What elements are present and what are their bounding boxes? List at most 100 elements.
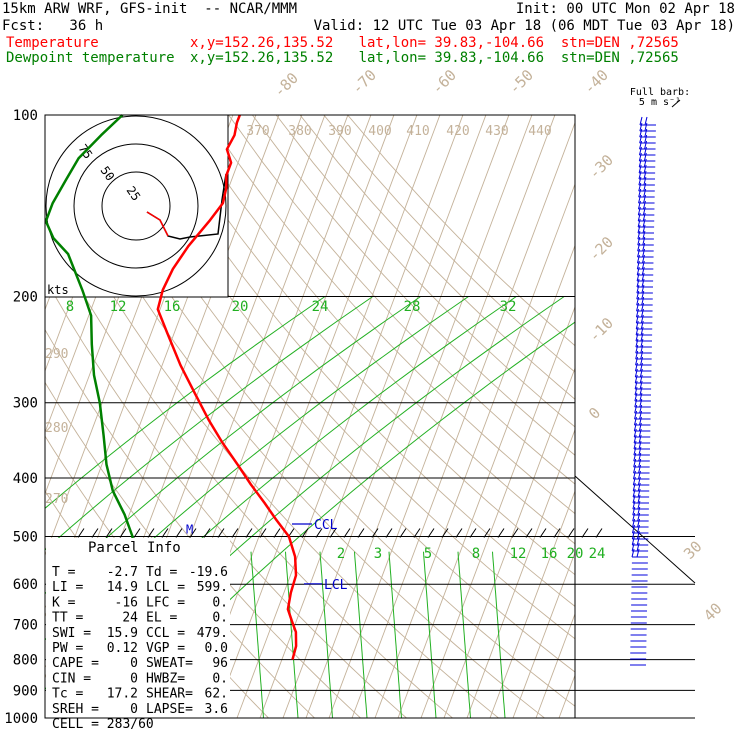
parcel-row-label: SWI = bbox=[52, 626, 91, 641]
wind-barb-feather bbox=[643, 164, 647, 174]
parcel-row-value: 479. bbox=[197, 626, 228, 641]
diagram-frame bbox=[44, 114, 576, 719]
mixing-ratio-label: 5 bbox=[424, 546, 432, 562]
wind-barb-feather bbox=[643, 176, 647, 186]
forecast-hour: Fcst: 36 h bbox=[2, 18, 104, 34]
wind-barb-feather bbox=[644, 116, 648, 126]
isotherm-line bbox=[489, 489, 575, 718]
parcel-row-label: Tc = bbox=[52, 687, 83, 702]
wind-barb-feather bbox=[639, 410, 643, 420]
wind-barb-feather bbox=[637, 230, 641, 240]
wind-barb-feather bbox=[633, 428, 637, 438]
wind-barb-feather bbox=[639, 134, 643, 144]
wind-barb-feather bbox=[639, 362, 643, 372]
dry-adiabat-line bbox=[180, 115, 575, 545]
wind-barb-feather bbox=[637, 512, 641, 522]
isotherm-right-label: 40 bbox=[700, 599, 726, 625]
mixing-ratio-label: 2 bbox=[337, 546, 345, 562]
mixing-ratio-label: 12 bbox=[510, 546, 527, 562]
wind-barb-feather bbox=[641, 296, 645, 306]
hatch-mark bbox=[525, 528, 533, 538]
hodograph-ring bbox=[73, 143, 199, 269]
wind-barb-feather bbox=[638, 194, 642, 204]
pressure-tick-label: 700 bbox=[13, 618, 38, 634]
wind-barb-feather bbox=[637, 488, 641, 498]
wind-barb-feather bbox=[636, 284, 640, 294]
wind-barb-feather bbox=[644, 122, 648, 132]
dry-adiabat-line bbox=[156, 115, 575, 576]
wind-barb-feather bbox=[633, 464, 637, 474]
hatch-mark bbox=[217, 528, 225, 538]
parcel-row-label: CAPE = bbox=[52, 656, 99, 671]
theta-left-label: 280 bbox=[45, 421, 68, 436]
parcel-info-panel: Parcel Info T = -2.7 Td = -19.6 LI = 14.9 LCL =… bbox=[46, 538, 230, 732]
wind-barbs: Full barb:5 m s⁻¹ bbox=[630, 87, 690, 666]
wind-barb-feather bbox=[632, 488, 636, 498]
temperature-location: x,y=152.26,135.52 lat,lon= 39.83,-104.66… bbox=[190, 35, 679, 51]
mixing-ratio-line bbox=[423, 551, 437, 718]
wind-barb-feather bbox=[638, 428, 642, 438]
dry-adiabat-line bbox=[45, 277, 408, 718]
wind-barb-feather bbox=[639, 404, 643, 414]
valid-time: Valid: 12 UTC Tue 03 Apr 18 (06 MDT Tue … bbox=[313, 18, 735, 34]
wind-barb-feather bbox=[638, 152, 642, 162]
isotherm-line bbox=[328, 115, 556, 718]
hatch-mark bbox=[119, 528, 127, 538]
m-marker-label: M bbox=[186, 522, 193, 536]
wind-barb-feather bbox=[631, 536, 635, 546]
wind-barb-feather bbox=[638, 458, 642, 468]
wind-barb-feather bbox=[632, 500, 636, 510]
theta-top-label: 370 bbox=[246, 124, 269, 139]
wind-barb-feather bbox=[635, 356, 639, 366]
pressure-tick-label: 100 bbox=[13, 108, 38, 124]
wind-barb-feather bbox=[633, 446, 637, 456]
wind-barb-feather bbox=[640, 308, 644, 318]
wind-barb-feather bbox=[636, 290, 640, 300]
dry-adiabat-line bbox=[323, 115, 575, 373]
isotherm-right-label: -10 bbox=[585, 314, 617, 346]
hodograph-ring bbox=[45, 115, 227, 297]
wind-barb-feather bbox=[633, 458, 637, 468]
parcel-row-value: -16 bbox=[115, 595, 138, 610]
wind-barb-feather bbox=[637, 236, 641, 246]
pressure-tick-label: 900 bbox=[13, 683, 38, 699]
theta-top-label: 410 bbox=[406, 124, 429, 139]
dry-adiabat-line bbox=[109, 115, 575, 640]
mixing-ratio-label: 24 bbox=[589, 546, 606, 562]
wind-barb-feather bbox=[637, 506, 641, 516]
isotherm-line bbox=[397, 244, 575, 718]
parcel-row-value: -19.6 bbox=[189, 565, 228, 580]
wind-barb-feather bbox=[638, 164, 642, 174]
wind-barb-feather bbox=[642, 224, 646, 234]
wind-barb-feather bbox=[633, 416, 637, 426]
pressure-tick-label: 400 bbox=[13, 471, 38, 487]
dewpoint-location: x,y=152.26,135.52 lat,lon= 39.83,-104.66… bbox=[190, 50, 679, 66]
parcel-row-label: VGP = bbox=[146, 641, 185, 656]
isotherm-line bbox=[558, 674, 575, 718]
hatch-mark bbox=[581, 528, 589, 538]
pressure-tick-label: 800 bbox=[13, 653, 38, 669]
wind-barb-feather bbox=[638, 422, 642, 432]
parcel-row-label: LCL = bbox=[146, 580, 185, 595]
dry-adiabat-line bbox=[133, 115, 575, 607]
theta-left-label: 290 bbox=[45, 347, 68, 362]
wind-barb-feather bbox=[638, 440, 642, 450]
wind-barb-feather bbox=[633, 434, 637, 444]
wind-barb-feather bbox=[635, 338, 639, 348]
isotherm-top-label: -60 bbox=[428, 66, 460, 98]
theta-top-label: 420 bbox=[446, 124, 469, 139]
wind-barb-feather bbox=[641, 278, 645, 288]
isotherm-line bbox=[420, 305, 575, 718]
wind-barb-feather bbox=[639, 380, 643, 390]
wind-barb-feather bbox=[639, 386, 643, 396]
wind-barb-feather bbox=[640, 344, 644, 354]
wind-barb-feather bbox=[632, 512, 636, 522]
wind-barb-feather bbox=[640, 332, 644, 342]
dry-adiabat-line bbox=[204, 115, 575, 515]
parcel-row-value: 24 bbox=[122, 611, 138, 626]
mixing-ratio-line bbox=[457, 551, 471, 718]
theta-left-label: 270 bbox=[45, 492, 68, 507]
